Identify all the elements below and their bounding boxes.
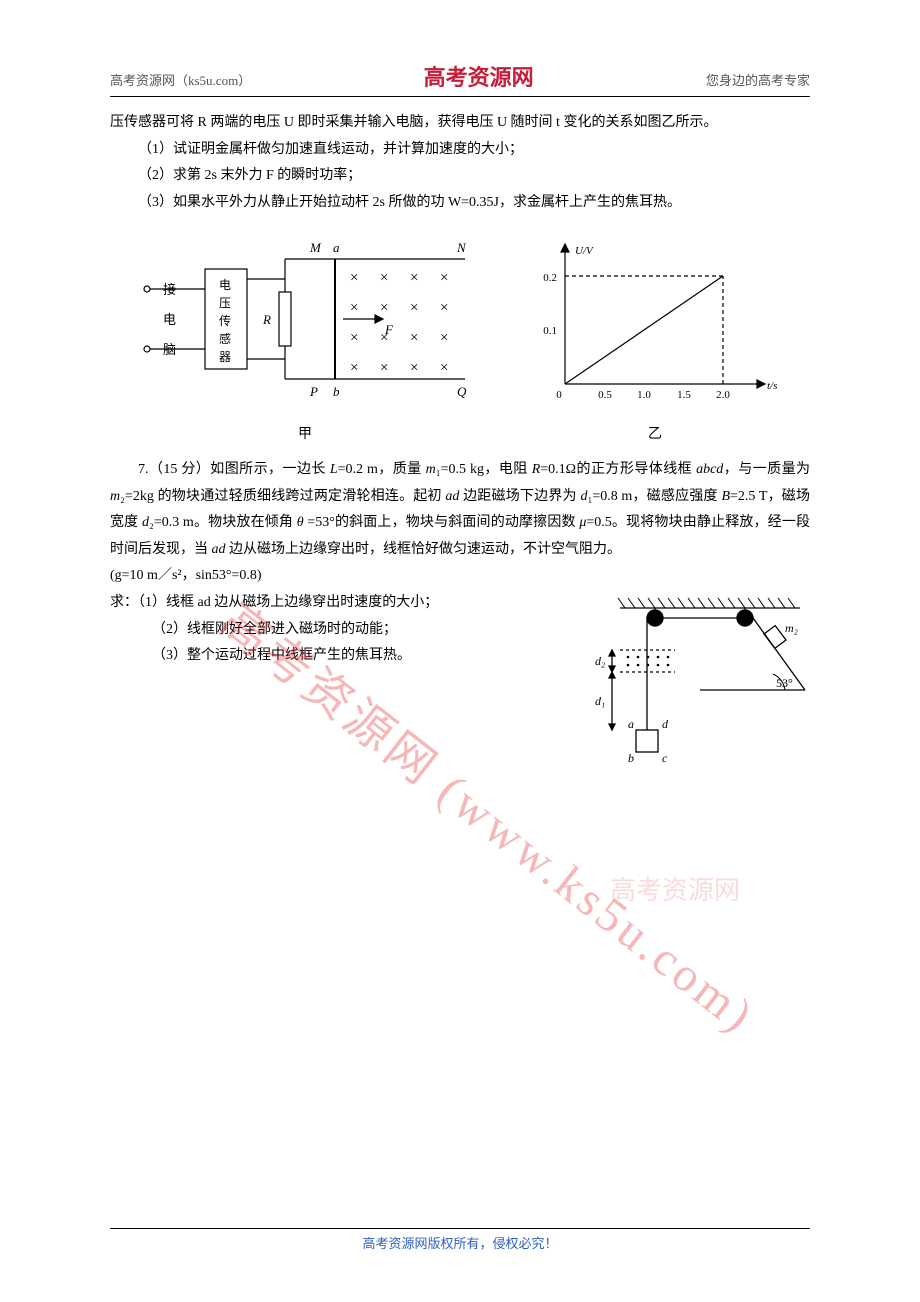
q7-row: 求：（1）线框 ad 边从磁场上边缘穿出时速度的大小； （2）线框刚好全部进入磁… — [110, 590, 810, 770]
page-content: 压传感器可将 R 两端的电压 U 即时采集并输入电脑，获得电压 U 随时间 t … — [110, 110, 810, 770]
svg-text:×: × — [380, 270, 388, 286]
svg-text:×: × — [410, 270, 418, 286]
svg-text:脑: 脑 — [163, 342, 176, 357]
label-ic: c — [662, 751, 668, 765]
svg-text:电: 电 — [163, 312, 176, 327]
label-d1: d₁ — [595, 694, 605, 708]
q7-prefix: 7.（15 分）如图所示，一边长 — [138, 462, 330, 477]
svg-text:×: × — [380, 360, 388, 376]
q7-given: (g=10 m／s²，sin53°=0.8) — [110, 563, 810, 590]
conn-label: 接 — [163, 282, 176, 297]
svg-text:×: × — [440, 330, 448, 346]
xtick-2: 1.0 — [637, 389, 651, 401]
svg-text:×: × — [350, 360, 358, 376]
svg-text:×: × — [410, 360, 418, 376]
q6-sub1: （1）试证明金属杆做匀加速直线运动，并计算加速度的大小； — [110, 137, 810, 164]
label-ib: b — [628, 751, 634, 765]
svg-text:传: 传 — [219, 313, 231, 328]
svg-text:电: 电 — [219, 278, 231, 292]
graph-xlabel: t/s — [767, 380, 777, 392]
svg-text:×: × — [380, 300, 388, 316]
graph-ylabel: U/V — [575, 245, 594, 257]
label-d2: d₂ — [595, 654, 605, 668]
caption-yi: 乙 — [525, 422, 785, 449]
svg-text:器: 器 — [219, 350, 231, 364]
svg-text:感: 感 — [219, 331, 231, 346]
q7-ask3: （3）整个运动过程中线框产生的焦耳热。 — [110, 643, 568, 670]
svg-text:压: 压 — [219, 296, 231, 310]
label-M: M — [309, 240, 322, 255]
q7-ask2: （2）线框刚好全部进入磁场时的动能； — [110, 617, 568, 644]
incline-diagram: m₂ d₂ d₁ a d b c 53° — [580, 590, 810, 770]
page-footer: 高考资源网版权所有，侵权必究！ — [110, 1228, 810, 1252]
intro-para: 压传感器可将 R 两端的电压 U 即时采集并输入电脑，获得电压 U 随时间 t … — [110, 110, 810, 137]
xtick-0: 0 — [556, 389, 562, 401]
label-ia: a — [628, 717, 634, 731]
header-right: 您身边的高考专家 — [706, 70, 810, 89]
svg-text:×: × — [350, 330, 358, 346]
svg-text:×: × — [350, 270, 358, 286]
q6-sub2: （2）求第 2s 末外力 F 的瞬时功率； — [110, 163, 810, 190]
q7-para: 7.（15 分）如图所示，一边长 L=0.2 m，质量 m₁=0.5 kg，电阻… — [110, 457, 810, 563]
svg-text:×: × — [410, 330, 418, 346]
label-id: d — [662, 717, 669, 731]
svg-text:×: × — [440, 270, 448, 286]
circuit-diagram: ×××× ×××× ×××× ×××× 接 电 脑 电 压 传 感 器 R M … — [135, 234, 475, 414]
caption-jia: 甲 — [135, 422, 475, 449]
svg-text:×: × — [440, 360, 448, 376]
diagram-row: ×××× ×××× ×××× ×××× 接 电 脑 电 压 传 感 器 R M … — [110, 234, 810, 414]
xtick-3: 1.5 — [677, 389, 691, 401]
svg-text:×: × — [440, 300, 448, 316]
label-Q: Q — [457, 384, 467, 399]
label-R: R — [262, 312, 271, 327]
label-P: P — [309, 384, 318, 399]
label-N: N — [456, 240, 467, 255]
label-F: F — [384, 322, 394, 337]
page-header: 高考资源网（ks5u.com） 高考资源网 您身边的高考专家 — [110, 60, 810, 97]
q6-sub3: （3）如果水平外力从静止开始拉动杆 2s 所做的功 W=0.35J，求金属杆上产… — [110, 190, 810, 217]
xtick-1: 0.5 — [598, 389, 612, 401]
caption-row: 甲 乙 — [110, 422, 810, 449]
ytick-0: 0.1 — [543, 325, 557, 337]
q7-ask1: 求：（1）线框 ad 边从磁场上边缘穿出时速度的大小； — [110, 590, 568, 617]
label-b: b — [333, 384, 340, 399]
svg-text:×: × — [410, 300, 418, 316]
svg-text:×: × — [350, 300, 358, 316]
label-a: a — [333, 240, 340, 255]
voltage-graph: U/V t/s 0 0.5 1.0 1.5 2.0 0.1 0.2 — [525, 234, 785, 414]
xtick-4: 2.0 — [716, 389, 730, 401]
label-m2: m₂ — [785, 621, 798, 635]
header-center: 高考资源网 — [424, 60, 534, 92]
header-left: 高考资源网（ks5u.com） — [110, 70, 251, 89]
watermark-small: 高考资源网 — [610, 870, 740, 907]
ytick-1: 0.2 — [543, 272, 557, 284]
